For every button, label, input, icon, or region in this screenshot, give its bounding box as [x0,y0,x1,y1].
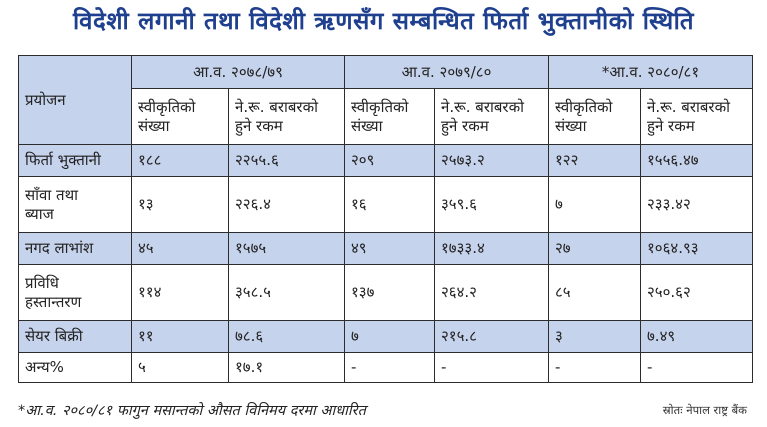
table-cell: २२६.४ [228,176,345,233]
count-header: स्वीकृतिको संख्या [548,88,641,145]
table-cell: ८५ [548,264,641,321]
table-cell: २०९ [344,144,435,177]
table-cell: ७८.६ [228,320,345,353]
table-cell: ७ [344,320,435,353]
table-cell: ३ [548,320,641,353]
table-cell: ४५ [131,232,229,265]
table-cell: ७.४९ [640,320,753,353]
table-cell: ७ [548,176,641,233]
table-row: फिर्ता भुक्तानी १८८ २२५५.६ २०९ २५७३.२ १२… [18,144,753,177]
table-row: नगद लाभांश ४५ १५७५ ४९ १७३३.४ २७ १०६४.९३ [18,232,753,265]
table-cell: १५५६.४७ [640,144,753,177]
table-cell: २१५.८ [434,320,549,353]
row-label: फिर्ता भुक्तानी [18,144,132,177]
table-cell: १०६४.९३ [640,232,753,265]
source-note: स्रोतः नेपाल राष्ट्र बैंक [662,403,747,417]
table-cell: ४९ [344,232,435,265]
row-label: अन्य% [18,352,132,383]
amount-header: ने.रू. बराबरको हुने रकम [640,88,753,145]
table-row: अन्य% ५ १७.१ - - - - [18,352,753,383]
table-cell: १३७ [344,264,435,321]
table-row: सेयर बिक्री ११ ७८.६ ७ २१५.८ ३ ७.४९ [18,320,753,353]
year-header-3: *आ.व. २०८०/८१ [548,55,753,89]
sub-header-row: स्वीकृतिको संख्या ने.रू. बराबरको हुने रकम … [19,88,753,145]
table-cell: ३५८.५ [228,264,345,321]
year-header-row: प्रयोजन आ.व. २०७८/७९ आ.व. २०७९/८० *आ.व. … [18,55,753,145]
table-cell: - [434,352,549,383]
table-cell: - [344,352,435,383]
purpose-header: प्रयोजन [18,55,132,145]
table-cell: २५०.६२ [640,264,753,321]
table-cell: ३५९.६ [434,176,549,233]
table-cell: २३३.४२ [640,176,753,233]
table-cell: १७.१ [228,352,345,383]
table-cell: २५७३.२ [434,144,549,177]
table-cell: ११४ [131,264,229,321]
row-label: सेयर बिक्री [18,320,132,353]
year-header-2: आ.व. २०७९/८० [344,55,549,89]
repatriation-table: प्रयोजन आ.व. २०७८/७९ आ.व. २०७९/८० *आ.व. … [18,55,753,383]
table-cell: - [548,352,641,383]
page-title: विदेशी लगानी तथा विदेशी ऋणसँग सम्बन्धित … [72,7,695,35]
row-label: नगद लाभांश [18,232,132,265]
table-cell: २६४.२ [434,264,549,321]
year-header-1: आ.व. २०७८/७९ [131,55,345,89]
table-row: प्रविधि हस्तान्तरण ११४ ३५८.५ १३७ २६४.२ ८५… [18,264,753,321]
row-label: प्रविधि हस्तान्तरण [18,264,132,321]
amount-header: ने.रू. बराबरको हुने रकम [434,88,549,145]
table-cell: १३ [131,176,229,233]
table-cell: १२२ [548,144,641,177]
table-cell: ५ [131,352,229,383]
table-cell: - [640,352,753,383]
row-label: साँवा तथा ब्याज [18,176,132,233]
amount-header: ने.रू. बराबरको हुने रकम [228,88,345,145]
table-cell: १६ [344,176,435,233]
footnote: *आ.व. २०८०/८१ फागुन मसान्तको औसत विनिमय … [18,403,366,419]
table-row: साँवा तथा ब्याज १३ २२६.४ १६ ३५९.६ ७ २३३.४… [18,176,753,233]
table-cell: ११ [131,320,229,353]
table-cell: १५७५ [228,232,345,265]
table-cell: १८८ [131,144,229,177]
table-cell: १७३३.४ [434,232,549,265]
table-cell: २२५५.६ [228,144,345,177]
count-header: स्वीकृतिको संख्या [344,88,435,145]
count-header: स्वीकृतिको संख्या [131,88,229,145]
table-cell: २७ [548,232,641,265]
